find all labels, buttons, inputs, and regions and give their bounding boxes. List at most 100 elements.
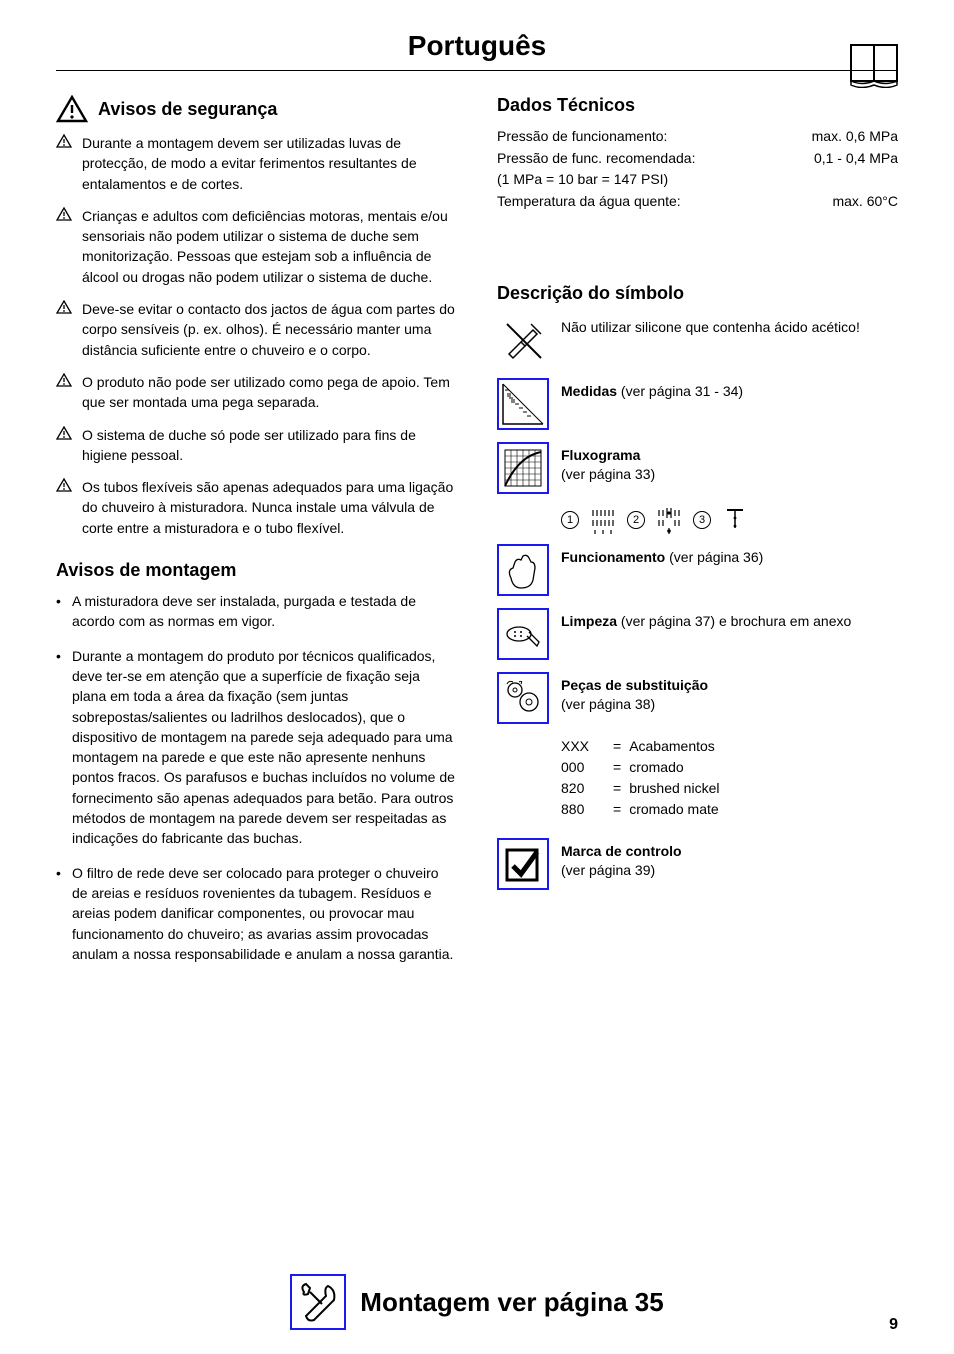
assembly-footer: Montagem ver página 35: [0, 1274, 954, 1330]
finish-row: 880 = cromado mate: [561, 799, 898, 820]
pecas-label: Peças de substituição: [561, 677, 708, 693]
flux-ref: (ver página 33): [561, 466, 655, 482]
marca-text: Marca de controlo (ver página 39): [561, 838, 682, 881]
assembly-text: Montagem ver página 35: [360, 1287, 663, 1318]
finish-eq: =: [613, 778, 621, 799]
symbol-row-silicone: Não utilizar silicone que contenha ácido…: [497, 314, 898, 366]
limp-text: Limpeza (ver página 37) e brochura em an…: [561, 608, 851, 632]
limp-ref: (ver página 37) e brochura em anexo: [617, 613, 851, 629]
step-number-3: 3: [693, 511, 711, 529]
install-item: A misturadora deve ser instalada, purgad…: [56, 591, 457, 632]
install-item-text: O filtro de rede deve ser colocado para …: [72, 865, 453, 962]
finish-code: 820: [561, 778, 605, 799]
symbols-heading: Descrição do símbolo: [497, 283, 898, 304]
func-text: Funcionamento (ver página 36): [561, 544, 763, 568]
marca-ref: (ver página 39): [561, 862, 655, 878]
title-divider: [56, 70, 898, 71]
tech-row: Temperatura da água quente: max. 60°C: [497, 191, 898, 213]
symbol-row-limpeza: Limpeza (ver página 37) e brochura em an…: [497, 608, 898, 660]
tech-value: max. 0,6 MPa: [812, 126, 898, 148]
tech-heading: Dados Técnicos: [497, 95, 898, 116]
tech-label: Temperatura da água quente:: [497, 191, 681, 213]
finish-code: XXX: [561, 736, 605, 757]
tech-label: Pressão de funcionamento:: [497, 126, 667, 148]
finish-row: 820 = brushed nickel: [561, 778, 898, 799]
tech-row: Pressão de func. recomendada: 0,1 - 0,4 …: [497, 148, 898, 170]
install-item: Durante a montagem do produto por técnic…: [56, 646, 457, 849]
func-label: Funcionamento: [561, 549, 665, 565]
flux-label: Fluxograma: [561, 447, 640, 463]
safety-list: Durante a montagem devem ser utilizadas …: [56, 133, 457, 538]
safety-item: Durante a montagem devem ser utilizadas …: [56, 133, 457, 194]
spare-parts-icon: [497, 672, 549, 724]
finish-name: brushed nickel: [629, 778, 719, 799]
step-number-1: 1: [561, 511, 579, 529]
step-number-2: 2: [627, 511, 645, 529]
safety-item-text: Crianças e adultos com deficiências moto…: [82, 208, 448, 285]
warning-triangle-icon: [56, 134, 72, 148]
ruler-icon: [497, 378, 549, 430]
medidas-text: Medidas (ver página 31 - 34): [561, 378, 743, 402]
marca-label: Marca de controlo: [561, 843, 682, 859]
tech-label: Pressão de func. recomendada:: [497, 148, 695, 170]
shower-single-stream-icon: [721, 506, 749, 534]
safety-item-text: Os tubos flexíveis são apenas adequados …: [82, 479, 453, 536]
safety-item-text: Durante a montagem devem ser utilizadas …: [82, 135, 417, 192]
symbol-row-medidas: Medidas (ver página 31 - 34): [497, 378, 898, 430]
safety-item: Deve-se evitar o contacto dos jactos de …: [56, 299, 457, 360]
install-item-text: Durante a montagem do produto por técnic…: [72, 648, 455, 847]
finish-row: 000=cromado: [561, 757, 898, 778]
finish-name: cromado: [629, 757, 683, 778]
tech-value: max. 60°C: [832, 191, 898, 213]
manual-book-icon: [850, 44, 898, 88]
hand-operate-icon: [497, 544, 549, 596]
finish-eq: =: [613, 736, 621, 757]
finish-eq: =: [613, 799, 621, 820]
tech-row: (1 MPa = 10 bar = 147 PSI): [497, 169, 898, 191]
safety-item: Os tubos flexíveis são apenas adequados …: [56, 477, 457, 538]
finish-row: XXX = Acabamentos: [561, 736, 898, 757]
limp-label: Limpeza: [561, 613, 617, 629]
pecas-text: Peças de substituição (ver página 38): [561, 672, 708, 715]
warning-triangle-icon: [56, 478, 72, 492]
tech-value: 0,1 - 0,4 MPa: [814, 148, 898, 170]
symbol-row-fluxograma: Fluxograma (ver página 33): [497, 442, 898, 494]
safety-item-text: O produto não pode ser utilizado como pe…: [82, 374, 450, 410]
safety-item: Crianças e adultos com deficiências moto…: [56, 206, 457, 287]
silicone-text: Não utilizar silicone que contenha ácido…: [561, 314, 860, 338]
chart-grid-icon: [497, 442, 549, 494]
wrench-icon: [290, 1274, 346, 1330]
cleaning-showerhead-icon: [497, 608, 549, 660]
warning-triangle-large-icon: [56, 95, 88, 123]
finish-name: cromado mate: [629, 799, 718, 820]
install-item: O filtro de rede deve ser colocado para …: [56, 863, 457, 964]
shower-spray-center-icon: [655, 506, 683, 534]
install-item-text: A misturadora deve ser instalada, purgad…: [72, 593, 416, 629]
finish-code: 000: [561, 757, 605, 778]
pecas-ref: (ver página 38): [561, 696, 655, 712]
fluxograma-sequence: 1 2: [561, 506, 898, 534]
medidas-ref: (ver página 31 - 34): [617, 383, 743, 399]
medidas-label: Medidas: [561, 383, 617, 399]
safety-heading: Avisos de segurança: [98, 99, 277, 120]
left-column: Avisos de segurança Durante a montagem d…: [56, 95, 457, 986]
warning-triangle-icon: [56, 373, 72, 387]
finish-list: XXX=Acabamentos 000=cromado 820=brushed …: [561, 736, 898, 820]
install-heading: Avisos de montagem: [56, 560, 457, 581]
symbols-section: Não utilizar silicone que contenha ácido…: [497, 314, 898, 890]
warning-triangle-icon: [56, 207, 72, 221]
symbol-row-func: Funcionamento (ver página 36): [497, 544, 898, 596]
page-title: Português: [56, 30, 898, 62]
symbol-row-pecas: Peças de substituição (ver página 38): [497, 672, 898, 724]
safety-item-text: Deve-se evitar o contacto dos jactos de …: [82, 301, 455, 358]
finish-name: Acabamentos: [629, 736, 715, 757]
no-silicone-icon: [497, 314, 549, 366]
page-number: 9: [889, 1316, 898, 1334]
warning-triangle-icon: [56, 300, 72, 314]
approval-check-icon: [497, 838, 549, 890]
safety-item: O produto não pode ser utilizado como pe…: [56, 372, 457, 413]
tech-data-block: Pressão de funcionamento: max. 0,6 MPa P…: [497, 126, 898, 213]
symbol-row-marca: Marca de controlo (ver página 39): [497, 838, 898, 890]
finish-code: 880: [561, 799, 605, 820]
safety-item: O sistema de duche só pode ser utilizado…: [56, 425, 457, 466]
